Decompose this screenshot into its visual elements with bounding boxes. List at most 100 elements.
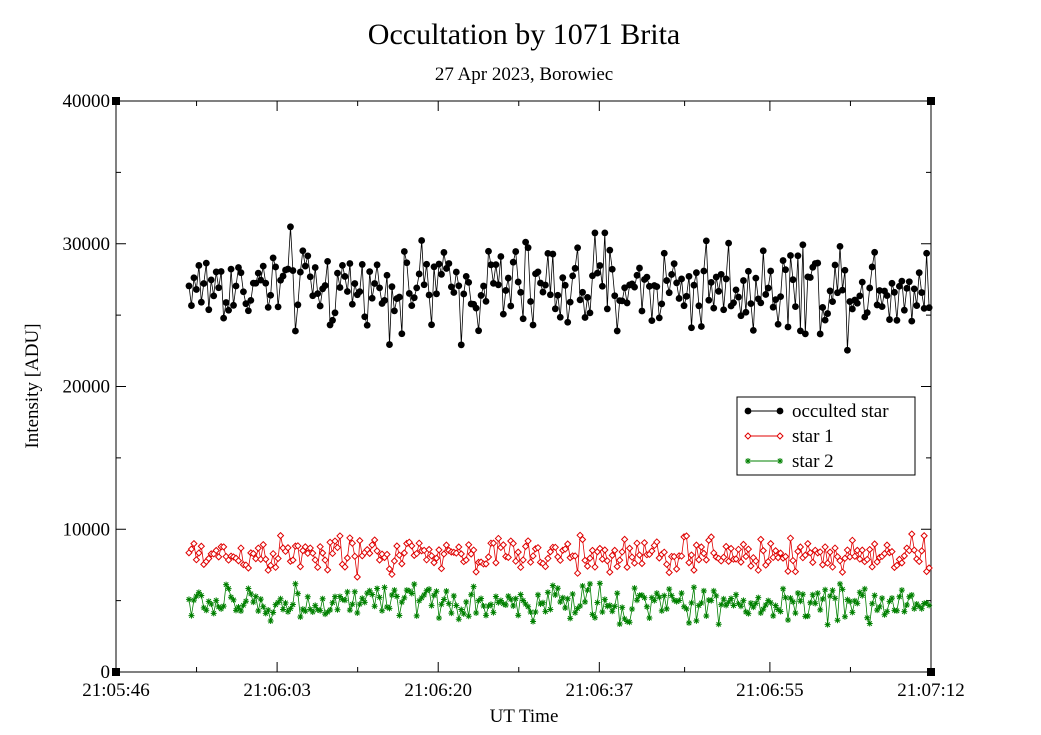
- data-point: [737, 603, 744, 610]
- chart-subtitle: 27 Apr 2023, Borowiec: [435, 64, 613, 85]
- data-point: [707, 279, 715, 286]
- x-tick-label: 21:07:12: [897, 680, 965, 701]
- data-point: [332, 593, 339, 600]
- data-point: [809, 558, 817, 567]
- data-point: [760, 606, 767, 613]
- data-point: [210, 610, 217, 617]
- data-point: [827, 593, 834, 600]
- data-point: [804, 539, 812, 548]
- data-point: [668, 271, 676, 278]
- data-point: [289, 601, 296, 608]
- data-point: [864, 614, 871, 621]
- data-point: [418, 594, 425, 601]
- data-point: [376, 284, 383, 292]
- data-point: [542, 281, 549, 289]
- data-point: [430, 263, 438, 271]
- data-point: [230, 301, 237, 309]
- data-point: [457, 341, 465, 349]
- data-point: [794, 547, 802, 556]
- data-point: [866, 620, 873, 627]
- data-point: [425, 545, 433, 554]
- data-point: [879, 595, 886, 602]
- data-point: [779, 257, 787, 264]
- data-point: [777, 293, 784, 301]
- data-point: [749, 326, 757, 334]
- data-point: [358, 261, 366, 268]
- data-point: [660, 249, 668, 257]
- data-point: [638, 559, 646, 568]
- data-point: [401, 594, 408, 601]
- data-point: [188, 612, 195, 619]
- data-point: [752, 600, 759, 607]
- data-point: [655, 314, 663, 322]
- data-point: [739, 540, 748, 549]
- data-point: [858, 278, 866, 286]
- data-point: [435, 615, 442, 622]
- data-point: [661, 592, 668, 599]
- data-point: [546, 548, 555, 556]
- data-point: [923, 599, 930, 606]
- data-point: [680, 302, 688, 310]
- series-star-2: [185, 580, 933, 628]
- data-point: [381, 584, 388, 591]
- data-point: [521, 542, 530, 551]
- data-point: [385, 565, 394, 573]
- data-point: [623, 563, 631, 571]
- data-point: [405, 290, 413, 297]
- data-point: [799, 591, 806, 598]
- data-point: [339, 262, 346, 269]
- data-point: [272, 263, 280, 271]
- data-point: [422, 556, 431, 564]
- data-point: [549, 250, 557, 258]
- data-point: [296, 268, 304, 276]
- data-point: [641, 594, 648, 601]
- data-point: [537, 600, 544, 607]
- data-point: [577, 602, 584, 609]
- data-point: [390, 557, 399, 565]
- data-point: [584, 587, 591, 594]
- data-point: [707, 533, 715, 541]
- data-point: [529, 552, 537, 560]
- data-point: [720, 306, 728, 314]
- data-point: [499, 310, 507, 318]
- data-point: [235, 264, 242, 271]
- data-point: [794, 590, 801, 597]
- data-point: [631, 283, 638, 291]
- data-point: [926, 602, 933, 609]
- data-point: [400, 248, 408, 255]
- data-point: [621, 284, 629, 292]
- data-point: [559, 274, 567, 282]
- data-point: [908, 317, 916, 325]
- data-point: [693, 617, 700, 624]
- data-point: [615, 556, 624, 564]
- data-point: [250, 599, 257, 606]
- data-point: [185, 596, 192, 603]
- data-point: [582, 598, 589, 605]
- data-point: [351, 552, 359, 561]
- data-point: [336, 532, 344, 540]
- data-point: [403, 259, 411, 267]
- data-point: [643, 603, 650, 610]
- data-point: [460, 290, 468, 298]
- data-point: [398, 560, 406, 568]
- data-point: [873, 558, 881, 566]
- data-point: [868, 263, 876, 271]
- data-point: [858, 546, 866, 554]
- data-point: [494, 534, 503, 543]
- data-point: [859, 592, 866, 599]
- data-point: [517, 591, 524, 598]
- data-point: [745, 458, 751, 464]
- data-point: [482, 560, 490, 568]
- data-point: [854, 600, 861, 607]
- data-point: [554, 585, 561, 592]
- data-point: [313, 563, 322, 572]
- data-point: [348, 300, 356, 308]
- data-point: [623, 299, 631, 307]
- data-point: [393, 542, 401, 550]
- data-point: [740, 277, 747, 284]
- data-point: [214, 553, 223, 561]
- data-point: [276, 531, 285, 540]
- data-point: [509, 539, 517, 548]
- data-point: [346, 534, 354, 542]
- data-point: [187, 545, 196, 553]
